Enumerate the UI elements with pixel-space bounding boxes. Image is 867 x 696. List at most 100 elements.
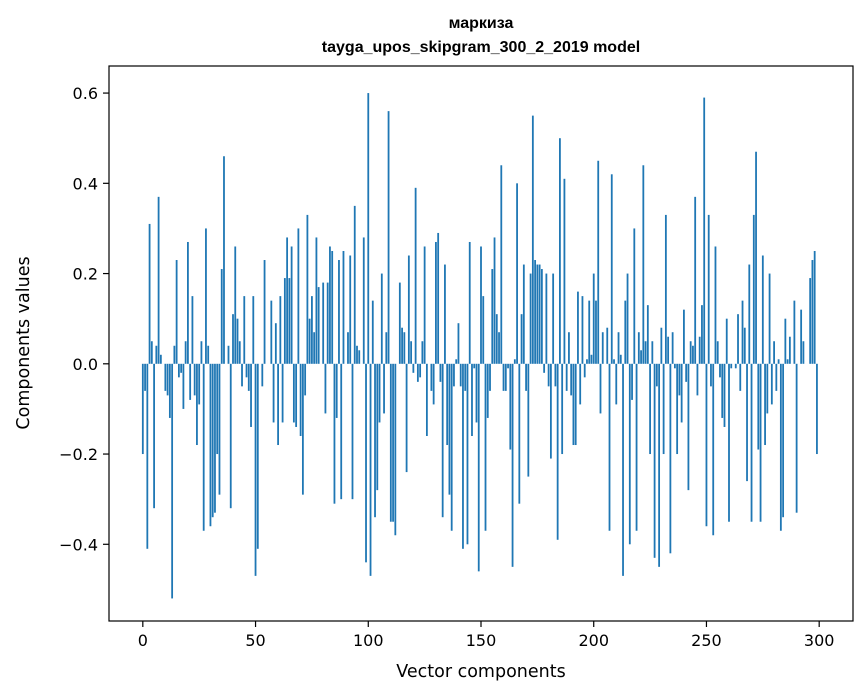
bar <box>581 296 584 364</box>
bar <box>351 363 354 500</box>
bar <box>719 363 721 378</box>
x-tick-label: 250 <box>691 631 722 650</box>
bar <box>737 314 739 364</box>
bar <box>610 174 613 364</box>
bar <box>462 363 464 549</box>
bar <box>211 363 214 518</box>
x-tick-label: 200 <box>578 631 609 650</box>
bar <box>495 314 498 364</box>
y-tick-label: 0.0 <box>73 355 98 374</box>
bar <box>640 350 642 364</box>
bar <box>795 363 798 513</box>
bar <box>613 359 615 364</box>
bar <box>552 273 555 364</box>
bar <box>701 305 703 364</box>
bar <box>189 363 192 400</box>
bar <box>315 237 318 364</box>
bar <box>800 309 803 364</box>
bar <box>272 363 275 423</box>
bar <box>475 363 478 423</box>
bar <box>500 165 503 364</box>
bar <box>504 363 507 391</box>
bar <box>455 359 458 364</box>
bar <box>324 363 327 414</box>
chart-subtitle: tayga_upos_skipgram_300_2_2019 model <box>322 39 640 56</box>
bar <box>423 246 426 364</box>
bar <box>622 363 624 576</box>
bar <box>414 187 417 364</box>
bar <box>288 278 291 364</box>
x-tick-label: 100 <box>353 631 384 650</box>
bar <box>669 363 672 554</box>
bar <box>655 363 658 387</box>
bar <box>554 363 557 387</box>
bar <box>148 223 151 364</box>
bar <box>703 97 706 364</box>
bar <box>615 363 618 405</box>
bar <box>416 363 419 382</box>
bar <box>750 363 753 522</box>
bar <box>498 332 500 364</box>
bar <box>660 327 663 364</box>
bar <box>545 273 548 364</box>
bar <box>444 264 446 364</box>
bar <box>658 363 661 567</box>
bar <box>412 363 415 373</box>
bar <box>775 363 778 391</box>
bar <box>338 260 340 364</box>
bar <box>626 273 629 364</box>
bar <box>730 363 733 369</box>
bar <box>177 363 180 378</box>
bar <box>362 237 365 364</box>
bar <box>561 363 564 455</box>
bar <box>168 363 171 418</box>
y-tick-label: 0.4 <box>73 174 98 193</box>
bar <box>599 363 602 414</box>
bar <box>421 341 424 364</box>
bar <box>687 363 690 491</box>
bar <box>250 363 252 427</box>
bar <box>432 363 435 405</box>
bar <box>534 260 537 364</box>
bar <box>304 363 307 396</box>
bar <box>297 228 300 364</box>
bar <box>809 278 812 364</box>
bar <box>486 363 489 418</box>
bar <box>671 332 674 364</box>
bar <box>200 341 203 364</box>
bar <box>450 363 453 531</box>
bar <box>286 237 289 364</box>
bar <box>559 138 561 364</box>
bar <box>782 363 785 518</box>
chart-title: маркиза <box>449 15 514 32</box>
bar <box>159 354 162 364</box>
x-tick-label: 50 <box>245 631 265 650</box>
bar <box>725 318 728 364</box>
bar <box>254 363 257 576</box>
bar <box>637 332 640 364</box>
bar <box>196 363 198 446</box>
bar <box>198 363 201 405</box>
bar <box>466 363 469 545</box>
bar <box>777 359 780 364</box>
x-axis-ticks: 0 50 100 150 200 250 300 <box>138 621 834 650</box>
bar <box>394 363 397 536</box>
bar <box>588 300 591 364</box>
bar <box>520 314 523 364</box>
bar <box>786 359 789 364</box>
bar <box>516 183 518 364</box>
bar <box>793 300 796 364</box>
bar <box>446 363 449 446</box>
bar <box>358 350 361 364</box>
bar <box>356 345 358 364</box>
bar <box>547 363 550 387</box>
bar <box>802 341 805 364</box>
bar <box>619 354 622 364</box>
bar <box>277 363 279 446</box>
bar <box>813 251 816 364</box>
bar <box>441 363 444 518</box>
bar <box>214 363 216 513</box>
bar <box>649 363 651 455</box>
